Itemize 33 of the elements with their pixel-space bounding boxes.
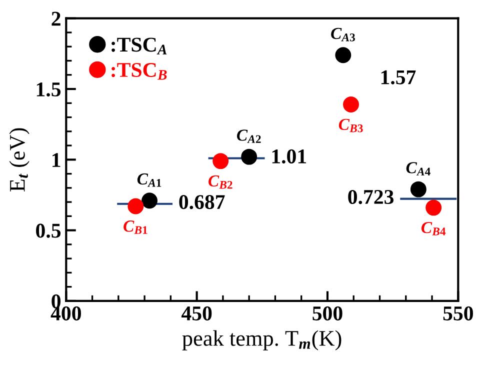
x-tick-label: 450 [181,306,212,320]
y-tick-label: 1.5 [36,82,61,97]
point [212,153,229,170]
point [241,148,258,165]
data-label: C$_{B4}$ [421,222,446,236]
data-label: C$_{A2}$ [236,130,261,143]
data-label: C$_{A1}$ [137,173,162,187]
point [128,198,144,214]
data-label: C$_{A4}$ [406,162,430,176]
x-tick-label: 500 [312,306,342,320]
y-axis-title: E$_{t}$ (eV) [9,128,30,192]
y-tick-label: 1 [52,153,60,167]
point [410,181,426,198]
y-tick-label: 0.5 [36,224,61,238]
legend-label: :TSC$_{B}$ [112,62,167,80]
data-label: C$_{B2}$ [208,175,232,189]
y-tick-label: 2 [52,12,60,26]
x-tick-label: 400 [50,306,81,320]
point [426,200,442,216]
y-tick-label: 0 [52,294,60,308]
x-tick-label: 550 [443,306,473,320]
point [335,47,352,64]
point [142,192,158,209]
data-label: 0.687 [179,195,225,210]
data-label: 0.723 [348,190,394,204]
data-label: 1.01 [272,149,306,164]
data-label: C$_{B1}$ [124,220,148,234]
x-axis-title: peak temp. T$_{m}$(K) [182,330,342,350]
data-label: C$_{A3}$ [331,28,355,42]
point [343,96,359,113]
data-label: C$_{B3}$ [338,118,363,132]
legend-label: :TSC$_{A}$ [112,38,167,54]
annotation: 1.57 [381,70,416,84]
